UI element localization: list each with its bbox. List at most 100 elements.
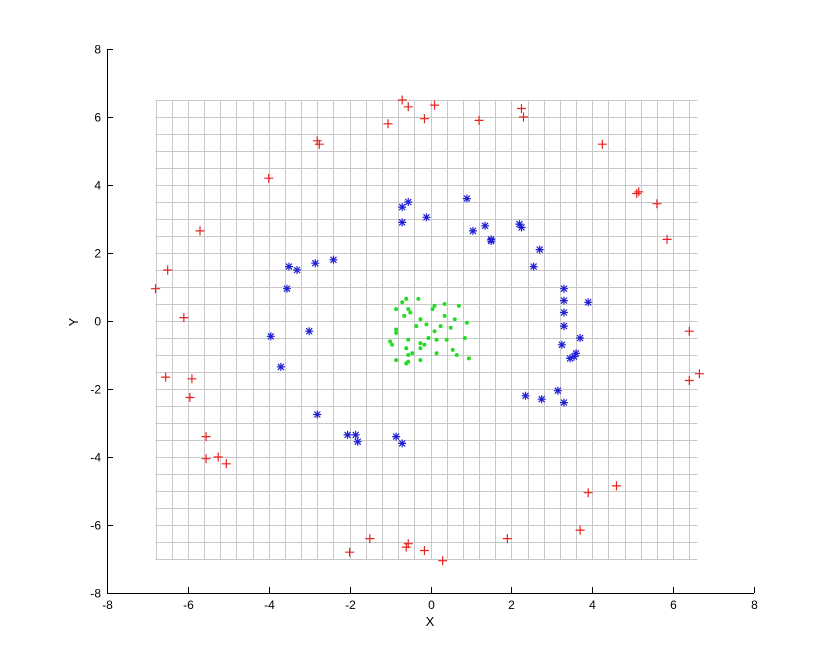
data-point-star <box>398 218 407 227</box>
data-point-star <box>559 308 568 317</box>
data-point-star <box>559 296 568 305</box>
data-point-dot <box>402 313 407 318</box>
data-point-plus <box>383 119 393 129</box>
tick-labels: -8 -6 -4 -2 0 2 4 6 8 -8 -6 -4 -2 0 2 4 6 8 <box>90 43 758 613</box>
y-tick-label: 6 <box>94 111 101 125</box>
data-point-dot <box>406 353 411 357</box>
data-point-plus <box>213 452 223 462</box>
data-point-plus <box>419 546 429 555</box>
data-point-star <box>529 262 538 271</box>
data-point-star <box>566 354 575 363</box>
data-point-plus <box>314 139 324 149</box>
data-point-plus <box>597 139 607 149</box>
x-tick-label: -4 <box>264 598 275 612</box>
x-tick-label: 4 <box>589 598 596 612</box>
data-point-dot <box>432 303 437 308</box>
data-point-star <box>570 352 579 361</box>
data-point-star <box>537 395 546 404</box>
x-axis-label: X <box>426 614 435 629</box>
y-tick-label: 8 <box>94 43 101 57</box>
x-tick-label: -6 <box>183 598 194 612</box>
data-point-plus <box>684 376 694 385</box>
data-points <box>151 95 704 566</box>
data-point-star <box>487 237 496 246</box>
data-point-plus <box>694 369 704 379</box>
data-point-dot <box>418 358 423 363</box>
data-point-plus <box>201 454 211 464</box>
data-point-dot <box>394 330 399 335</box>
data-point-star <box>398 203 407 212</box>
data-point-plus <box>264 173 274 183</box>
data-point-plus <box>634 187 644 197</box>
data-point-dot <box>408 310 413 315</box>
y-tick-label: 0 <box>94 315 101 329</box>
data-point-plus <box>519 112 529 122</box>
data-point-dot <box>404 346 409 351</box>
series-dot <box>388 296 471 366</box>
data-point-dot <box>422 342 427 347</box>
data-point-dot <box>434 337 439 342</box>
data-point-dot <box>406 337 411 342</box>
series-plus <box>151 95 704 566</box>
data-point-star <box>392 432 401 441</box>
data-point-plus <box>365 534 375 544</box>
data-point-plus <box>163 265 173 275</box>
data-point-plus <box>474 115 484 125</box>
data-point-dot <box>388 339 393 344</box>
data-point-plus <box>185 393 195 402</box>
data-point-dot <box>394 307 399 312</box>
data-point-dot <box>432 329 437 334</box>
data-point-plus <box>516 104 526 113</box>
data-point-dot <box>466 356 471 361</box>
data-point-star <box>293 266 302 274</box>
data-point-star <box>305 327 314 336</box>
data-point-plus <box>195 226 205 236</box>
data-point-dot <box>426 336 431 340</box>
data-point-star <box>284 262 293 271</box>
x-tick-label: 2 <box>508 598 515 612</box>
data-point-dot <box>418 317 423 322</box>
data-point-plus <box>430 100 440 110</box>
data-point-dot <box>454 353 459 357</box>
y-tick-label: -2 <box>90 383 101 397</box>
y-tick-label: -4 <box>90 451 101 465</box>
data-point-star <box>521 391 530 400</box>
data-point-plus <box>575 525 585 535</box>
data-point-star <box>351 430 360 439</box>
data-point-star <box>584 298 593 307</box>
data-point-dot <box>424 322 429 327</box>
data-point-plus <box>187 374 197 384</box>
data-point-dot <box>418 341 423 346</box>
data-point-dot <box>394 358 399 363</box>
data-point-dot <box>438 324 443 329</box>
data-point-dot <box>406 359 411 364</box>
grid <box>155 100 698 560</box>
data-point-dot <box>414 324 419 329</box>
data-point-plus <box>662 234 672 244</box>
data-point-dot <box>448 325 453 330</box>
data-point-dot <box>394 327 399 332</box>
data-point-star <box>266 332 275 341</box>
data-point-plus <box>151 284 161 294</box>
data-point-plus <box>221 459 231 469</box>
data-point-star <box>311 259 320 268</box>
x-tick-label: 8 <box>751 598 758 612</box>
data-point-dot <box>406 307 411 312</box>
data-point-star <box>576 334 585 342</box>
y-tick-label: -6 <box>90 519 101 533</box>
data-point-plus <box>403 102 413 112</box>
data-point-star <box>553 386 562 395</box>
data-point-star <box>515 220 524 229</box>
y-axis-label: Y <box>66 317 81 326</box>
y-tick-label: 4 <box>94 179 101 193</box>
data-point-dot <box>444 337 449 342</box>
x-tick-label: -8 <box>102 598 113 612</box>
data-point-star <box>559 398 568 407</box>
data-point-plus <box>161 372 171 382</box>
data-point-star <box>559 322 568 331</box>
data-point-plus <box>438 556 448 566</box>
data-point-dot <box>418 346 423 351</box>
data-point-plus <box>419 114 429 124</box>
data-point-plus <box>179 313 189 323</box>
